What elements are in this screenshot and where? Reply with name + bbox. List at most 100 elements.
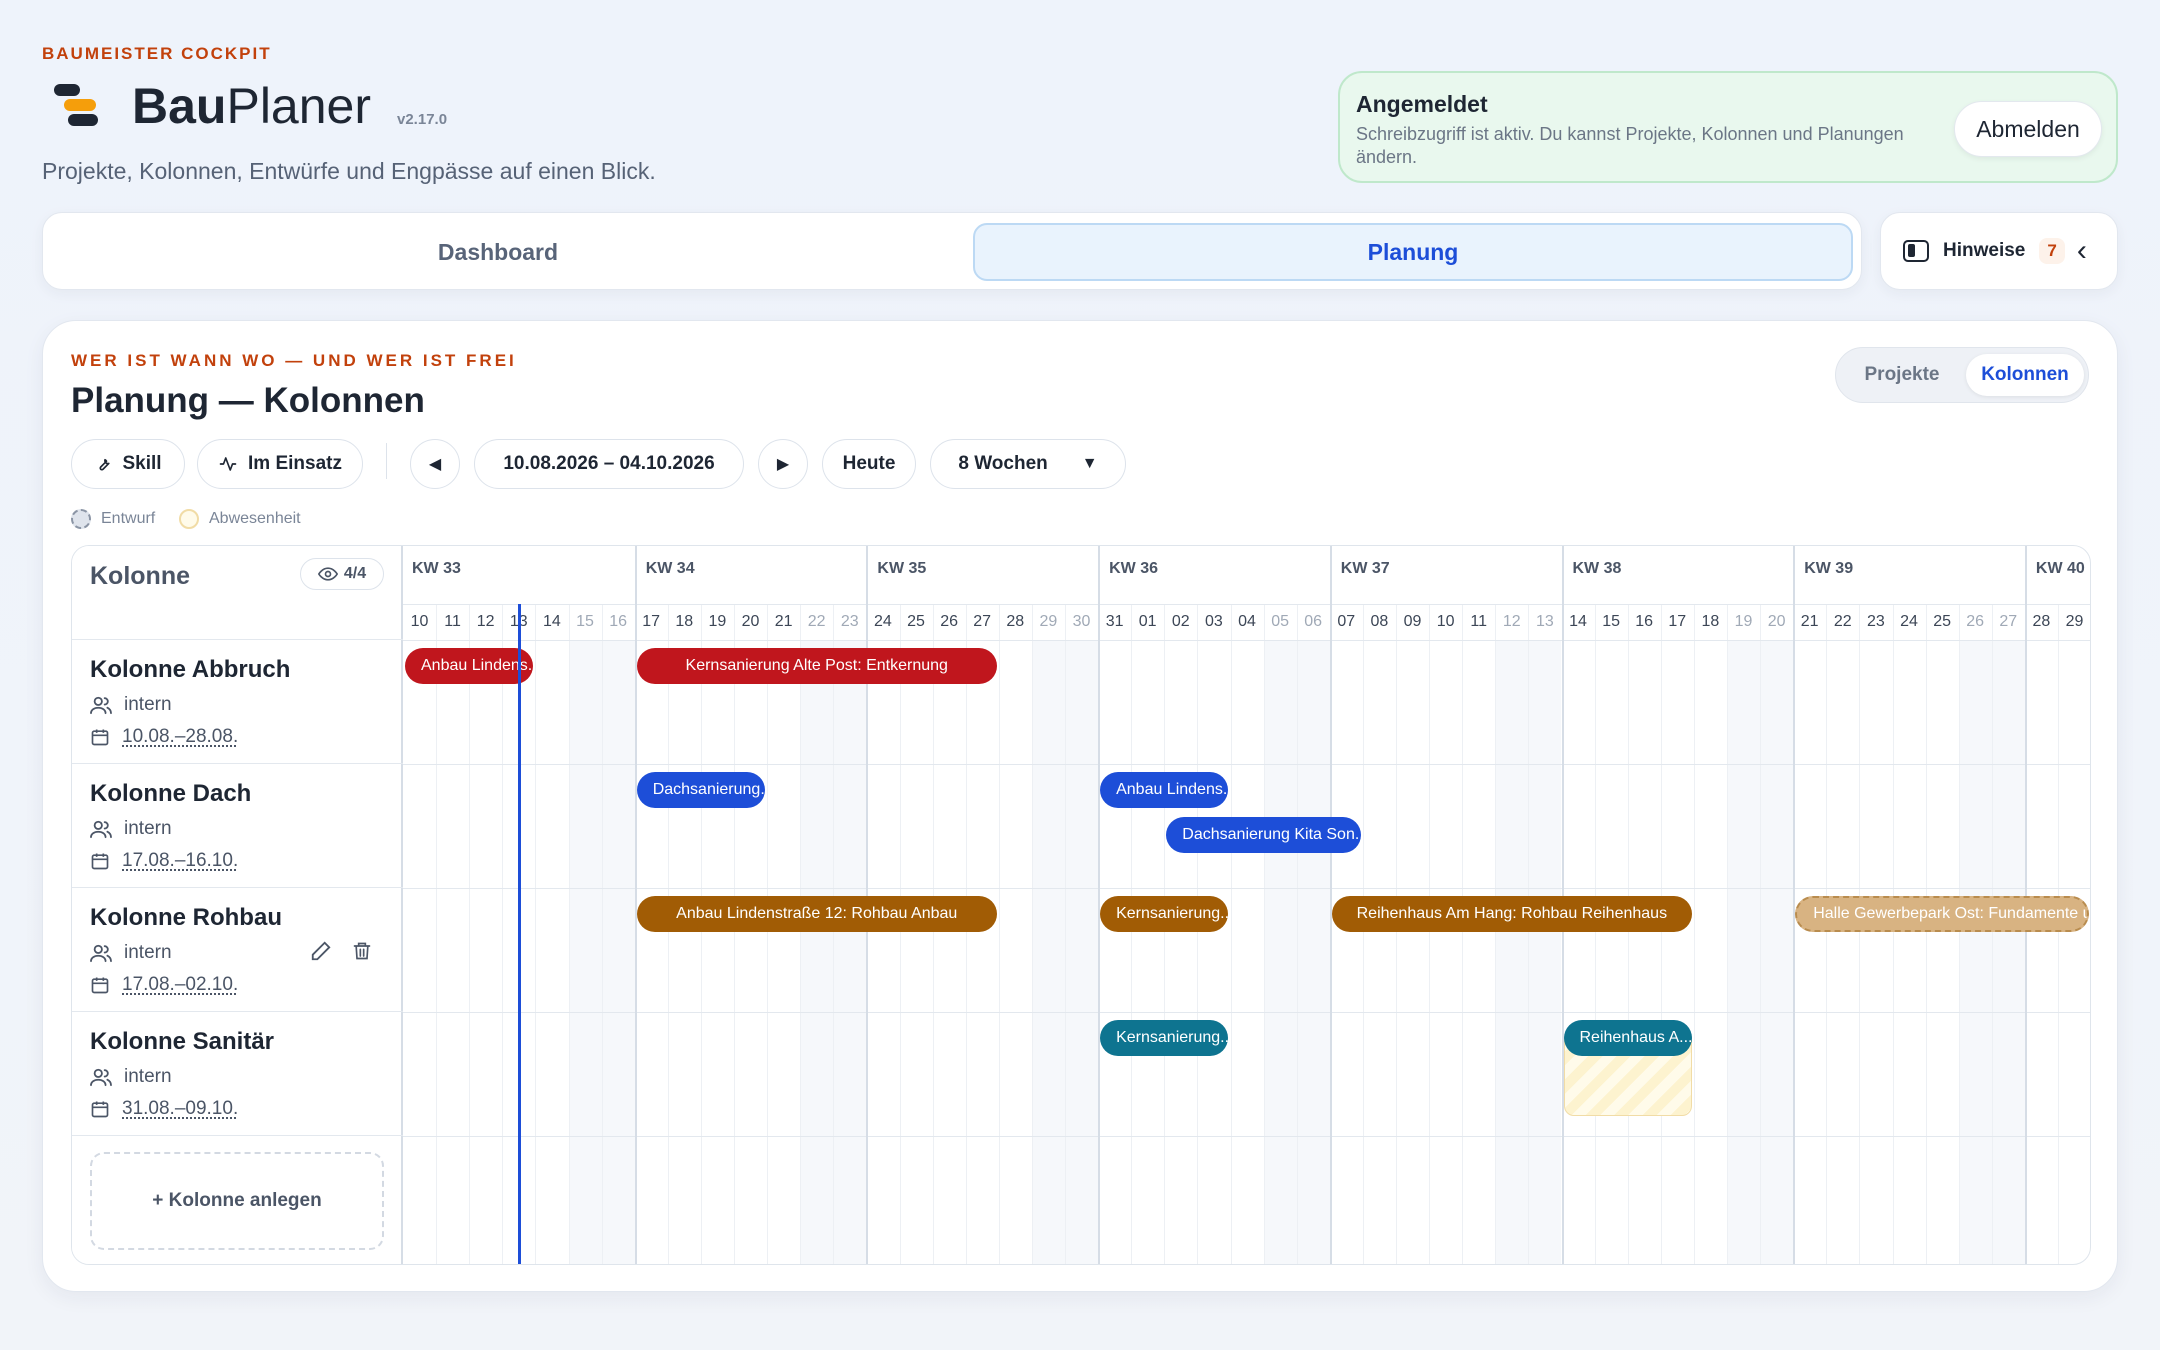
assignment-bar[interactable]: Anbau Lindens... — [405, 648, 534, 684]
today-button[interactable]: Heute — [822, 439, 916, 489]
day-gridline — [667, 604, 669, 1264]
day-gridline — [502, 604, 504, 1264]
column-dates-label[interactable]: 17.08.–16.10. — [122, 850, 239, 871]
day-label: 25 — [907, 613, 925, 630]
pencil-icon[interactable] — [310, 940, 332, 962]
hints-toggle-button[interactable]: Hinweise 7 ‹ — [1880, 212, 2118, 290]
assignment-bar[interactable]: Anbau Lindenstraße 12: Rohbau Anbau — [636, 896, 997, 932]
trash-icon[interactable] — [352, 940, 372, 962]
calendar-icon — [91, 729, 109, 746]
day-label: 29 — [2065, 613, 2084, 630]
tab-planning[interactable]: Planung — [973, 223, 1853, 281]
prev-range-button[interactable]: ◀ — [410, 439, 460, 489]
skill-filter-button[interactable]: Skill — [71, 439, 185, 489]
row-gridline — [403, 640, 2090, 641]
hints-label: Hinweise — [1943, 240, 2026, 261]
weekend-column — [1065, 640, 1098, 1264]
column-dates-label[interactable]: 31.08.–09.10. — [122, 1098, 239, 1119]
day-gridline — [1429, 604, 1431, 1264]
assignment-bar[interactable]: Kernsanierung... — [1100, 1020, 1229, 1056]
login-text: Schreibzugriff ist aktiv. Du kannst Proj… — [1356, 124, 1904, 167]
column-row[interactable]: Kolonne Dach intern 17.08.–16.10. — [72, 764, 403, 888]
day-gridline — [1362, 604, 1364, 1264]
day-gridline — [1892, 604, 1894, 1264]
assignment-bar[interactable]: Kernsanierung Alte Post: Entkernung — [636, 648, 997, 684]
column-type: intern — [90, 818, 172, 840]
week-label: KW 37 — [1329, 546, 1562, 604]
day-gridline — [1230, 604, 1232, 1264]
users-icon — [90, 696, 112, 715]
assignment-bar[interactable]: Dachsanierung Kita Son... — [1166, 817, 1361, 853]
view-projects-button[interactable]: Projekte — [1864, 364, 1940, 385]
day-label: 05 — [1271, 613, 1289, 630]
day-gridline — [734, 604, 735, 1264]
column-dates-label[interactable]: 10.08.–28.08. — [122, 726, 239, 747]
day-label: 24 — [1900, 613, 1918, 630]
day-gridline — [800, 604, 802, 1264]
weekend-column — [1296, 640, 1330, 1264]
login-status-box: Angemeldet Schreibzugriff ist aktiv. Du … — [1338, 71, 2118, 183]
column-type-label: intern — [124, 818, 172, 839]
day-label: 09 — [1403, 613, 1422, 630]
day-label: 06 — [1304, 613, 1323, 630]
column-type: intern — [90, 694, 172, 716]
assignment-bar[interactable]: Anbau Lindens... — [1100, 772, 1229, 808]
tab-dashboard[interactable]: Dashboard — [437, 238, 559, 265]
weekend-column — [1991, 640, 2025, 1264]
assignment-bar[interactable]: Dachsanierung... — [636, 772, 766, 808]
day-gridline — [700, 604, 702, 1264]
weekend-column — [1760, 640, 1794, 1264]
assignment-bar[interactable]: Halle Gewerbepark Ost: Fundamente u... — [1795, 896, 2090, 932]
day-label: 12 — [1502, 613, 1521, 630]
view-columns-button[interactable]: Kolonnen — [1966, 354, 2084, 396]
day-gridline — [1826, 604, 1828, 1264]
column-dates-label[interactable]: 17.08.–02.10. — [122, 974, 239, 995]
app-subtitle: Projekte, Kolonnen, Entwürfe und Engpäss… — [42, 158, 656, 184]
visibility-toggle[interactable]: 4/4 — [300, 558, 384, 590]
toolbar-divider — [386, 443, 387, 479]
day-label: 27 — [1999, 613, 2018, 630]
absence-swatch — [179, 509, 199, 529]
day-gridline — [1462, 604, 1464, 1264]
day-label: 14 — [542, 613, 561, 630]
next-range-button[interactable]: ▶ — [758, 439, 808, 489]
add-column-button[interactable]: + Kolonne anlegen — [90, 1152, 384, 1250]
day-gridline — [833, 604, 835, 1264]
week-gridline — [1329, 546, 1332, 1264]
column-type: intern — [90, 942, 172, 964]
column-name: Kolonne Sanitär — [90, 1028, 275, 1055]
day-gridline — [998, 604, 1000, 1264]
main-tabs: Dashboard Planung — [42, 212, 1862, 290]
assignment-bar[interactable]: Reihenhaus A... — [1563, 1020, 1692, 1056]
app-logo-icon — [50, 78, 106, 128]
week-label: KW 40 — [2024, 546, 2090, 604]
column-type-label: intern — [124, 942, 172, 963]
day-gridline — [1031, 604, 1033, 1264]
timeline: KW 33 KW 34 KW 35 KW 36 KW 37 KW 38 KW 39 KW 40… — [403, 546, 2090, 1264]
column-list-header: Kolonne 4/4 — [72, 546, 403, 640]
day-label: 28 — [2032, 613, 2051, 630]
skill-filter-label: Skill — [122, 453, 162, 474]
day-label: 02 — [1171, 613, 1190, 630]
column-row[interactable]: Kolonne Rohbau intern 17.08.–02.10. — [72, 888, 403, 1012]
assignment-bar[interactable]: Kernsanierung... — [1100, 896, 1229, 932]
date-range-display[interactable]: 10.08.2026 – 04.10.2026 — [474, 439, 744, 489]
weeks-select[interactable]: 8 Wochen ▼ — [930, 439, 1126, 489]
column-row[interactable]: Kolonne Sanitär intern 31.08.–09.10. — [72, 1012, 403, 1136]
weekend-column — [1031, 640, 1065, 1264]
weekend-column — [568, 640, 602, 1264]
users-icon — [90, 944, 112, 963]
day-label: 17 — [1668, 613, 1687, 630]
day-label: 10 — [410, 613, 429, 630]
week-label: KW 38 — [1561, 546, 1794, 604]
in-use-filter-button[interactable]: Im Einsatz — [197, 439, 363, 489]
day-label: 16 — [609, 613, 627, 630]
chevron-left-icon: ‹ — [2076, 234, 2087, 267]
weekend-column — [601, 640, 635, 1264]
users-icon — [90, 820, 112, 839]
day-label: 08 — [1370, 613, 1389, 630]
assignment-bar[interactable]: Reihenhaus Am Hang: Rohbau Reihenhaus — [1331, 896, 1692, 932]
logout-button[interactable]: Abmelden — [1954, 101, 2102, 157]
column-row[interactable]: Kolonne Abbruch intern 10.08.–28.08. — [72, 640, 403, 764]
day-label: 04 — [1238, 613, 1256, 630]
